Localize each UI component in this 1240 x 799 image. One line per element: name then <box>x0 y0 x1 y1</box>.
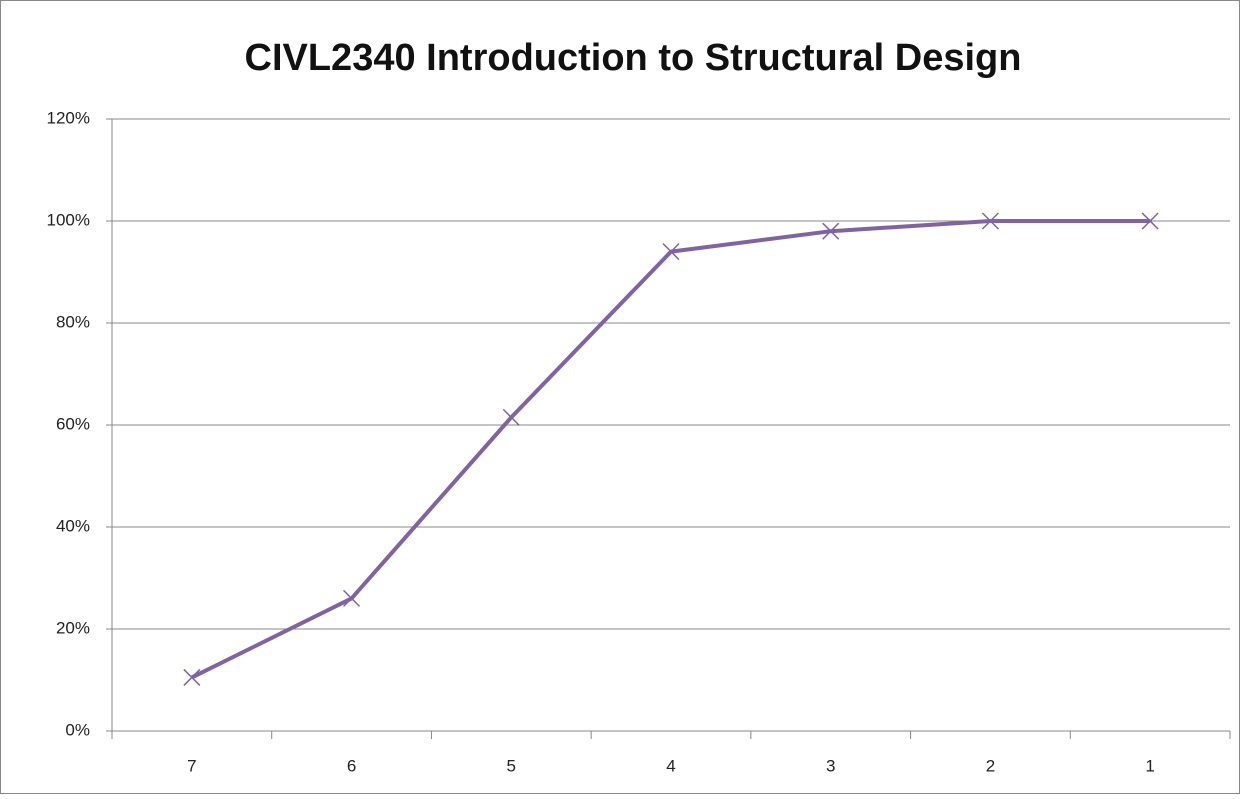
y-tick-label: 80% <box>56 312 90 331</box>
x-tick-label: 4 <box>666 756 675 775</box>
y-tick-label: 0% <box>65 720 90 739</box>
point-marker <box>343 589 361 607</box>
point-marker <box>662 243 680 261</box>
y-tick-label: 60% <box>56 414 90 433</box>
y-tick-label: 100% <box>47 210 90 229</box>
point-marker <box>981 212 999 230</box>
x-tick-label: 3 <box>826 756 835 775</box>
x-tick-label: 7 <box>187 756 196 775</box>
x-tick-label: 2 <box>986 756 995 775</box>
y-tick-label: 40% <box>56 516 90 535</box>
y-tick-label: 120% <box>47 108 90 127</box>
point-marker <box>1141 212 1159 230</box>
point-marker <box>183 668 201 686</box>
point-marker <box>502 408 520 426</box>
x-tick-label: 1 <box>1145 756 1154 775</box>
y-tick-label: 20% <box>56 618 90 637</box>
x-tick-label: 6 <box>347 756 356 775</box>
point-marker <box>822 222 840 240</box>
x-tick-label: 5 <box>507 756 516 775</box>
chart-title: CIVL2340 Introduction to Structural Desi… <box>245 37 1022 79</box>
